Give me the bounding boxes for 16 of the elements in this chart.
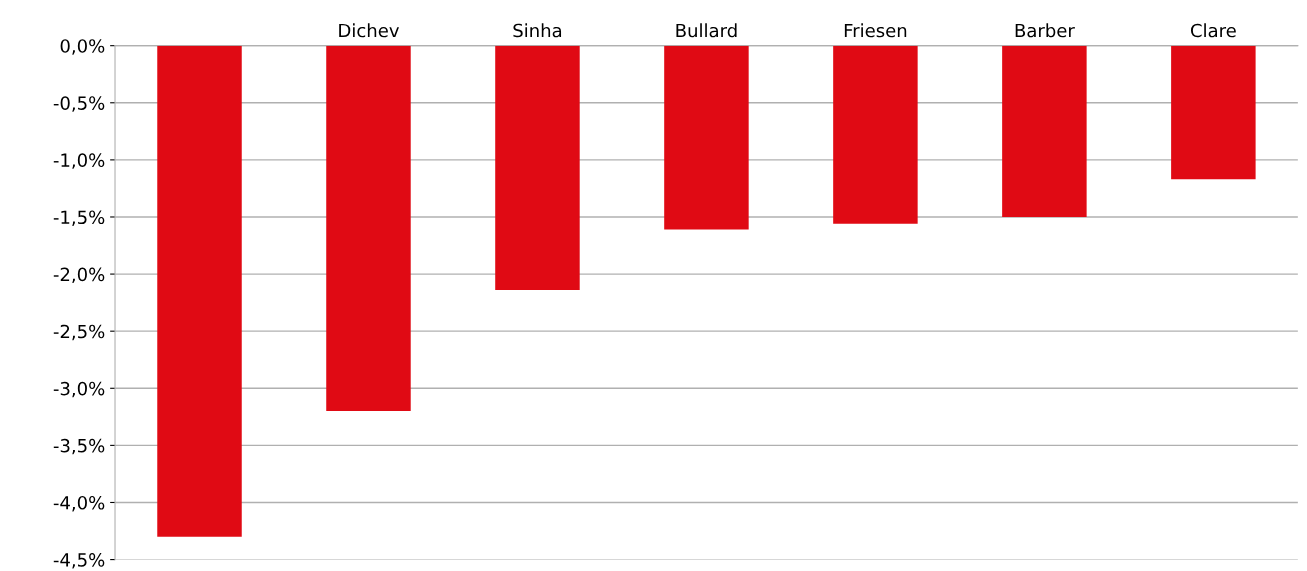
x-tick-label: Friesen — [844, 23, 907, 38]
x-tick-label: Barber — [1015, 23, 1075, 38]
y-tick-label: -3,0% — [53, 381, 105, 398]
y-tick-label: -4,0% — [53, 495, 105, 512]
x-tick-label: Clare — [1190, 23, 1236, 38]
x-tick-label: Dichev — [339, 23, 399, 38]
y-tick-label: -1,5% — [53, 210, 105, 226]
y-tick-label: -2,0% — [53, 267, 105, 284]
y-tick-label: -3,5% — [53, 438, 105, 455]
y-tick-label: -2,5% — [53, 324, 105, 341]
y-tick-label: -0,5% — [53, 96, 105, 112]
y-tick-label: -1,0% — [53, 153, 105, 169]
x-tick-label: Sinha — [513, 23, 562, 38]
x-tick-label: Bullard — [676, 23, 737, 38]
y-tick-label: 0,0% — [60, 39, 105, 55]
y-tick-label: -4,5% — [53, 553, 105, 569]
